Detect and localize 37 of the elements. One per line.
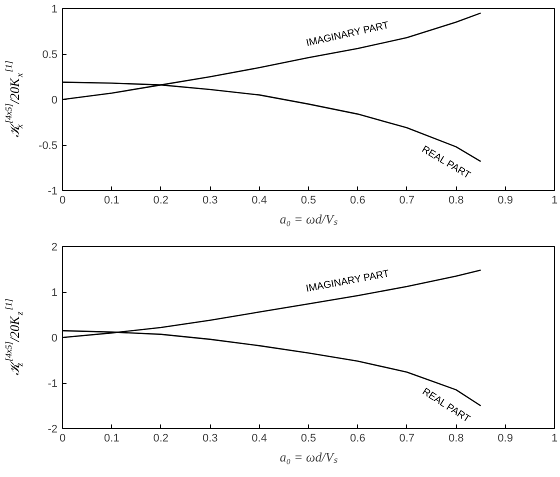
x-tick-label: 0.2 xyxy=(153,432,169,444)
x-tick-label: 0.7 xyxy=(399,194,415,206)
x-tick-label: 0.6 xyxy=(350,194,366,206)
y-tick-label: 2 xyxy=(51,242,58,254)
y-tick-label: 1 xyxy=(51,4,58,16)
y-tick-label: -0.5 xyxy=(38,140,58,152)
x-tick-label: 0 xyxy=(59,432,66,444)
x-axis-title: a₀ = ωd/Vₛ xyxy=(280,450,338,464)
x-tick-label: 0.2 xyxy=(153,194,169,206)
x-tick-label: 0.5 xyxy=(300,194,316,206)
x-tick-label: 0.3 xyxy=(202,432,218,444)
x-tick-label: 0.8 xyxy=(448,194,464,206)
y-axis-title: 𝒦z[4x5]/20Kz[1] xyxy=(4,298,24,376)
x-tick-label: 0.1 xyxy=(104,432,120,444)
x-tick-label: 0.8 xyxy=(448,432,464,444)
x-axis-title: a₀ = ωd/Vₛ xyxy=(280,212,338,226)
x-tick-label: 1 xyxy=(551,194,558,206)
x-tick-label: 0.5 xyxy=(300,432,316,444)
x-tick-label: 0.4 xyxy=(252,432,267,444)
y-axis-title: 𝒦x[4x5]/20Kx[1] xyxy=(4,60,24,138)
y-tick-label: -1 xyxy=(48,378,58,390)
x-tick-label: 0.4 xyxy=(252,194,267,206)
y-tick-label: 0 xyxy=(51,94,58,106)
y-tick-label: 1 xyxy=(51,287,58,299)
x-tick-label: 0 xyxy=(59,194,66,206)
x-tick-label: 1 xyxy=(551,432,558,444)
x-tick-label: 0.9 xyxy=(498,432,513,444)
text: IMAGINARY PART xyxy=(305,268,390,295)
x-tick-label: 0.1 xyxy=(104,194,120,206)
x-tick-label: 0.6 xyxy=(350,432,366,444)
x-tick-label: 0.9 xyxy=(498,194,513,206)
y-tick-label: 0 xyxy=(51,332,58,344)
x-tick-label: 0.7 xyxy=(399,432,415,444)
y-tick-label: -1 xyxy=(48,186,58,198)
x-tick-label: 0.3 xyxy=(202,194,218,206)
y-tick-label: 0.5 xyxy=(42,49,58,61)
y-tick-label: -2 xyxy=(48,424,58,436)
